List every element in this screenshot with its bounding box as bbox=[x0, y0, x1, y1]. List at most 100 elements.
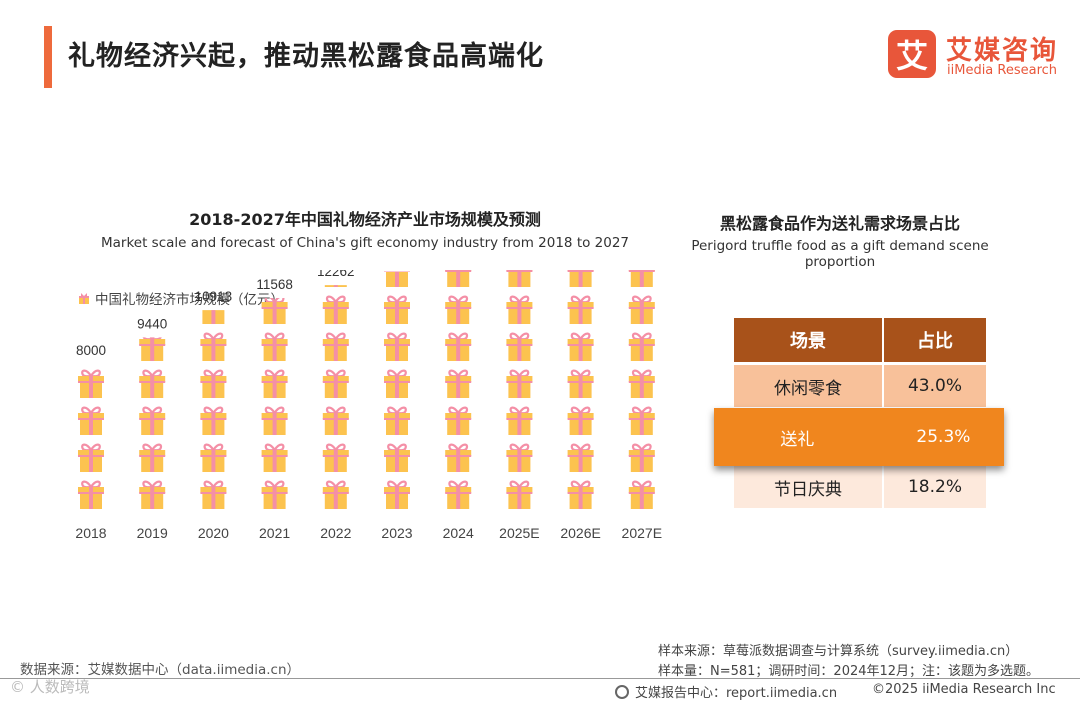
gift-box-icon bbox=[444, 406, 473, 437]
report-center-text: 艾媒报告中心：report.iimedia.cn bbox=[635, 686, 838, 701]
gift-box-icon bbox=[444, 295, 473, 326]
value-label: 10913 bbox=[195, 289, 233, 304]
gift-box-icon bbox=[260, 369, 289, 400]
table-header-row: 场景 占比 bbox=[734, 318, 986, 362]
x-tick-label: 2024 bbox=[443, 525, 474, 541]
x-tick-label: 2022 bbox=[320, 525, 351, 541]
gift-box-icon bbox=[383, 406, 411, 437]
gift-box-icon bbox=[444, 270, 473, 289]
row-share-cell: 25.3% bbox=[916, 427, 971, 447]
x-tick-label: 2023 bbox=[381, 525, 412, 541]
table-row-highlighted: 送礼 25.3% bbox=[714, 408, 1004, 466]
gift-box-icon bbox=[321, 443, 350, 474]
gift-box-icon bbox=[260, 406, 289, 437]
gift-box-icon bbox=[444, 332, 473, 363]
row-scene-cell: 送礼 bbox=[780, 429, 815, 450]
gift-box-icon bbox=[566, 443, 595, 474]
gift-box-icon bbox=[199, 369, 228, 400]
globe-icon bbox=[615, 684, 629, 699]
gift-box-icon bbox=[77, 406, 105, 437]
gift-box-icon bbox=[260, 297, 289, 326]
gift-box-icon bbox=[566, 270, 595, 289]
value-label: 9440 bbox=[137, 316, 167, 331]
gift-box-icon bbox=[444, 480, 473, 511]
gift-box-icon bbox=[199, 480, 228, 511]
gift-box-icon bbox=[77, 369, 105, 400]
gift-box-icon bbox=[321, 295, 350, 326]
gift-box-icon bbox=[505, 332, 534, 363]
gift-box-icon bbox=[566, 406, 595, 437]
report-center-link[interactable]: 艾媒报告中心：report.iimedia.cn bbox=[615, 682, 837, 701]
gift-box-icon bbox=[321, 480, 350, 511]
bar-2026E bbox=[566, 270, 595, 511]
gift-box-icon bbox=[627, 443, 656, 474]
gift-box-icon bbox=[138, 337, 167, 363]
table-title: 黑松露食品作为送礼需求场景占比 bbox=[719, 214, 960, 233]
gift-box-icon bbox=[200, 270, 226, 287]
gift-box-icon bbox=[383, 369, 411, 400]
chart-title: 2018-2027年中国礼物经济产业市场规模及预测 bbox=[189, 210, 541, 229]
gift-box-icon bbox=[627, 480, 656, 511]
logo-en-text: iiMedia Research bbox=[947, 63, 1058, 78]
gift-box-icon bbox=[383, 295, 411, 326]
legend-label: 中国礼物经济市场规模（亿元） bbox=[95, 292, 284, 308]
gift-box-icon bbox=[138, 406, 167, 437]
sample-size-note: 样本量：N=581；调研时间：2024年12月；注：该题为多选题。 bbox=[658, 664, 1040, 679]
gift-box-icon bbox=[138, 443, 167, 474]
row-scene-cell: 节日庆典 bbox=[734, 466, 882, 508]
table-row: 休闲零食 43.0% bbox=[734, 365, 986, 407]
footer-divider bbox=[0, 678, 1080, 679]
gift-box-icon bbox=[505, 443, 534, 474]
table-subtitle: Perigord truffle food as a gift demand s… bbox=[691, 238, 989, 270]
gift-box-icon bbox=[321, 406, 350, 437]
gift-economy-chart: 8000 2018 9440 2019 10913 2020 11568 2021 12262 2… bbox=[75, 270, 662, 541]
gift-legend-icon bbox=[79, 293, 89, 304]
logo-mark-icon: 艾 bbox=[888, 30, 936, 78]
x-tick-label: 2019 bbox=[137, 525, 168, 541]
brand-logo[interactable]: 艾 艾媒咨询 iiMedia Research bbox=[888, 30, 1068, 82]
table-row: 节日庆典 18.2% bbox=[734, 466, 986, 508]
bar-2021 bbox=[260, 297, 289, 511]
copyright-text: ©2025 iiMedia Research Inc bbox=[872, 682, 1056, 697]
gift-box-icon bbox=[321, 369, 350, 400]
gift-box-icon bbox=[199, 406, 228, 437]
gift-box-icon bbox=[444, 369, 473, 400]
gift-box-icon bbox=[138, 369, 167, 400]
gift-box-icon bbox=[627, 369, 656, 400]
x-tick-label: 2026E bbox=[560, 525, 600, 541]
gift-box-icon bbox=[260, 443, 289, 474]
gift-box-icon bbox=[383, 332, 411, 363]
gift-box-icon bbox=[627, 332, 656, 363]
bar-2020 bbox=[199, 270, 228, 511]
title-accent-bar bbox=[44, 26, 52, 88]
x-tick-label: 2025E bbox=[499, 525, 539, 541]
page-title: 礼物经济兴起，推动黑松露食品高端化 bbox=[68, 41, 544, 72]
gift-box-icon bbox=[77, 443, 105, 474]
x-tick-label: 2027E bbox=[622, 525, 662, 541]
row-share-cell: 43.0% bbox=[884, 365, 986, 407]
header-scene: 场景 bbox=[734, 318, 882, 362]
gift-box-icon bbox=[505, 480, 534, 511]
bar-2024 bbox=[444, 270, 473, 511]
row-scene-cell: 休闲零食 bbox=[734, 365, 882, 407]
gift-box-icon bbox=[505, 369, 534, 400]
x-tick-label: 2018 bbox=[75, 525, 106, 541]
gift-box-icon bbox=[627, 295, 656, 326]
gift-box-icon bbox=[505, 406, 534, 437]
chart-legend: 中国礼物经济市场规模（亿元） bbox=[78, 288, 284, 308]
gift-box-icon bbox=[260, 480, 289, 511]
header-share: 占比 bbox=[884, 318, 986, 362]
watermark-text: © 人数跨境 bbox=[10, 678, 90, 696]
value-label: 11568 bbox=[256, 277, 293, 292]
gift-box-icon bbox=[383, 443, 411, 474]
gift-box-icon bbox=[566, 295, 595, 326]
x-tick-label: 2021 bbox=[259, 525, 290, 541]
gift-box-icon bbox=[505, 270, 534, 289]
gift-box-icon bbox=[77, 480, 105, 511]
sample-source-note: 样本来源：草莓派数据调查与计算系统（survey.iimedia.cn） bbox=[658, 644, 1019, 659]
gift-box-icon bbox=[627, 270, 656, 289]
x-tick-label: 2020 bbox=[198, 525, 229, 541]
gift-box-icon bbox=[321, 332, 350, 363]
value-label: 12262 bbox=[317, 270, 355, 279]
gift-box-icon bbox=[566, 369, 595, 400]
